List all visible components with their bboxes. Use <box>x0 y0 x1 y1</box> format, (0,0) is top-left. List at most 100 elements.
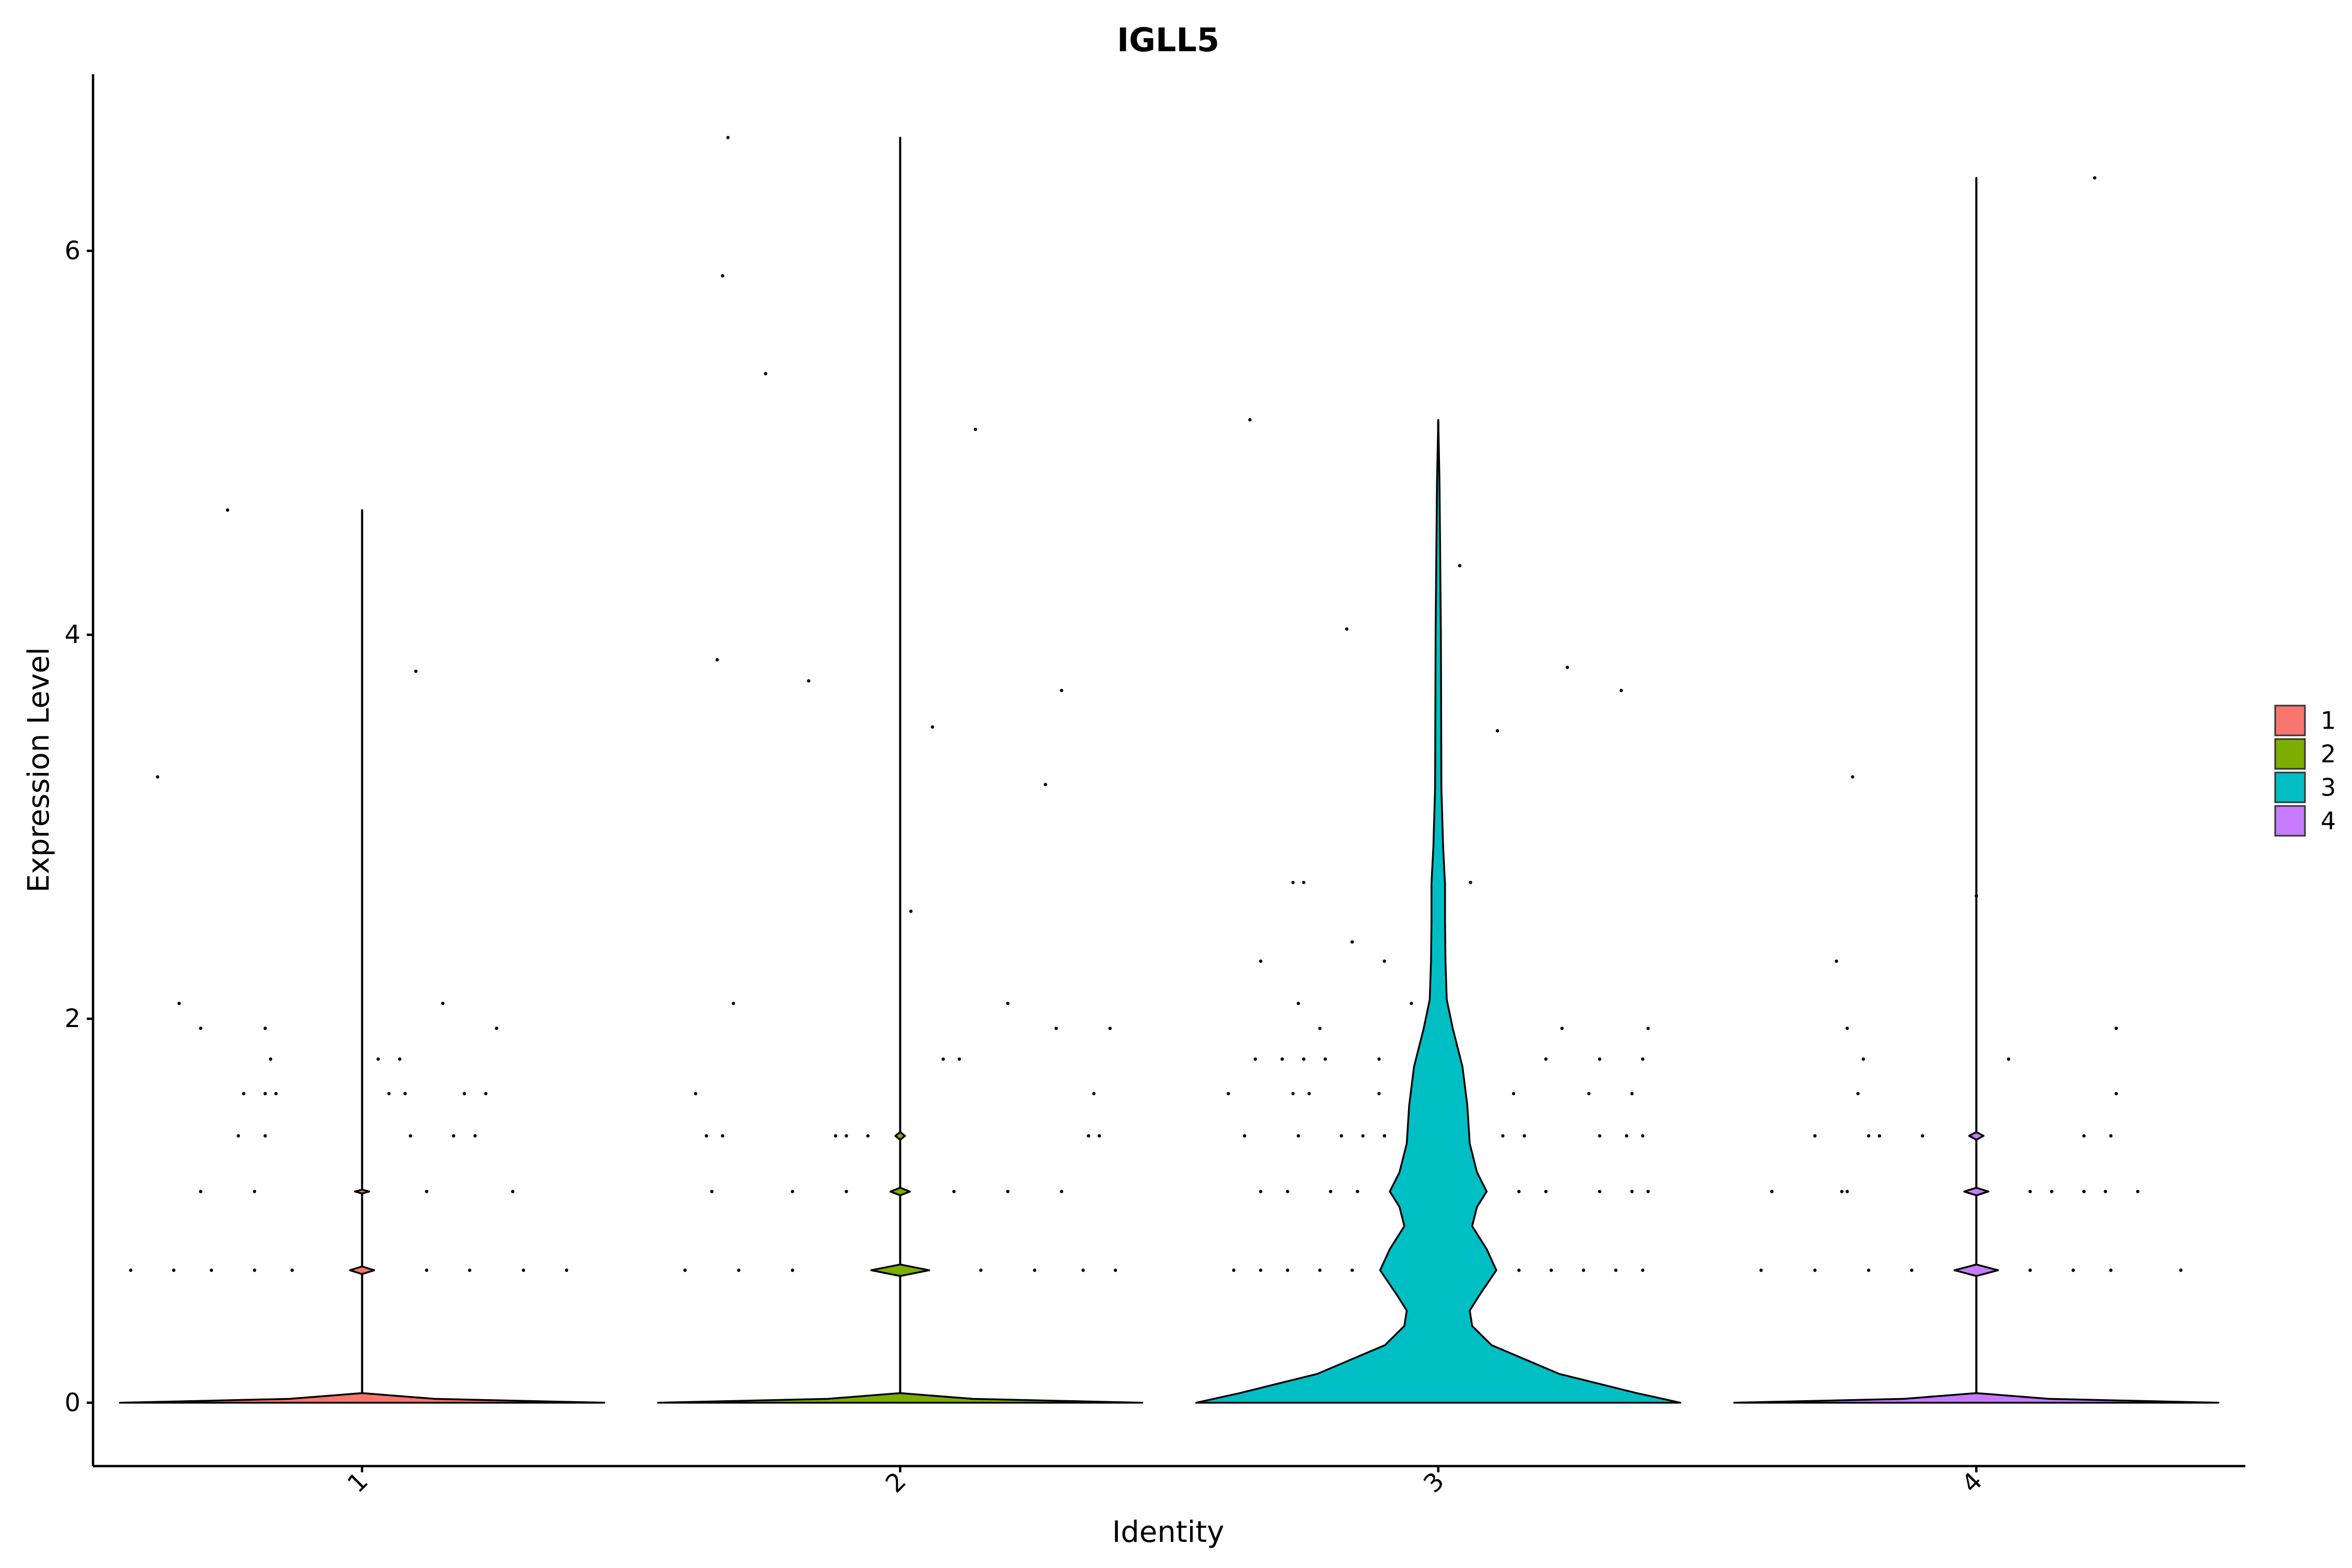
outlier-point <box>845 1190 848 1193</box>
outlier-point <box>1248 418 1252 422</box>
outlier-point <box>172 1269 176 1272</box>
outlier-point <box>252 1190 257 1193</box>
outlier-point <box>952 1190 956 1193</box>
outlier-point <box>441 1001 445 1006</box>
outlier-point <box>1517 1269 1521 1272</box>
outlier-point <box>1059 688 1064 693</box>
legend: 1 2 3 4 <box>2274 705 2336 837</box>
outlier-point <box>1501 1134 1505 1138</box>
outlier-point <box>705 1134 708 1138</box>
legend-key-3 <box>2274 771 2306 803</box>
outlier-point <box>2028 1190 2032 1193</box>
outlier-point <box>1081 1269 1085 1272</box>
outlier-point <box>274 1092 278 1096</box>
outlier-point <box>1560 1027 1564 1030</box>
outlier-point <box>1059 1190 1064 1193</box>
outlier-point <box>1851 775 1854 779</box>
outlier-point <box>1350 1269 1354 1272</box>
outlier-point <box>1517 1190 1521 1193</box>
outlier-point <box>1587 1092 1591 1096</box>
violin-3 <box>1195 419 1681 1404</box>
outlier-point <box>1044 782 1047 787</box>
outlier-points-layer <box>129 136 2183 1272</box>
outlier-point <box>1098 1134 1101 1138</box>
outlier-point <box>1087 1134 1090 1138</box>
chart-title: IGLL5 <box>1117 21 1219 59</box>
y-tick-label: 6 <box>64 236 80 266</box>
outlier-point <box>452 1134 455 1138</box>
x-tick-label: 4 <box>1956 1467 1988 1498</box>
legend-key-1 <box>2274 705 2306 736</box>
outlier-point <box>1259 1190 1263 1193</box>
outlier-point <box>716 658 719 662</box>
outlier-point <box>1361 1134 1365 1138</box>
outlier-point <box>199 1190 203 1193</box>
outlier-point <box>1630 1190 1634 1193</box>
outlier-point <box>1523 1134 1526 1138</box>
outlier-point <box>737 1269 741 1272</box>
legend-key-4 <box>2274 805 2306 837</box>
outlier-point <box>252 1269 257 1272</box>
outlier-point <box>2082 1134 2086 1138</box>
outlier-point <box>2114 1092 2118 1096</box>
outlier-point <box>2136 1190 2140 1193</box>
outlier-point <box>473 1134 477 1138</box>
outlier-point <box>1512 1092 1516 1096</box>
outlier-point <box>1770 1190 1774 1193</box>
outlier-point <box>1329 1190 1332 1193</box>
outlier-point <box>1242 1134 1247 1138</box>
outlier-point <box>1544 1190 1548 1193</box>
x-tick-label: 3 <box>1418 1467 1450 1498</box>
outlier-point <box>1630 1092 1634 1096</box>
outlier-point <box>2093 176 2096 180</box>
y-axis-ticks: 0 2 4 6 <box>64 236 93 1417</box>
violin-layer <box>119 136 2220 1404</box>
outlier-point <box>263 1027 267 1030</box>
outlier-point <box>1350 940 1354 944</box>
outlier-point <box>511 1190 515 1193</box>
outlier-point <box>1910 1269 1913 1272</box>
legend-label-3: 3 <box>2321 774 2336 802</box>
x-tick-label: 2 <box>880 1467 912 1498</box>
outlier-point <box>1598 1057 1601 1061</box>
outlier-point <box>2050 1190 2054 1193</box>
outlier-point <box>909 909 913 913</box>
outlier-point <box>1318 1027 1322 1030</box>
outlier-point <box>1382 1134 1386 1138</box>
outlier-point <box>694 1092 698 1096</box>
outlier-point <box>387 1092 391 1096</box>
outlier-point <box>683 1269 687 1272</box>
outlier-point <box>2114 1027 2118 1030</box>
outlier-point <box>494 1027 499 1030</box>
outlier-point <box>1867 1134 1871 1138</box>
outlier-point <box>1614 1269 1618 1272</box>
outlier-point <box>1323 1057 1327 1061</box>
outlier-point <box>1286 1190 1289 1193</box>
outlier-point <box>791 1190 794 1193</box>
outlier-point <box>930 725 935 729</box>
outlier-point <box>1975 894 1978 898</box>
outlier-point <box>1340 1134 1343 1138</box>
outlier-point <box>463 1092 466 1096</box>
y-tick-label: 0 <box>64 1388 80 1417</box>
outlier-point <box>1006 1001 1010 1006</box>
outlier-point <box>199 1027 203 1030</box>
outlier-point <box>845 1134 848 1138</box>
y-tick-label: 4 <box>64 620 80 650</box>
outlier-point <box>414 670 418 673</box>
outlier-point <box>1458 564 1462 568</box>
outlier-point <box>1835 959 1838 963</box>
outlier-point <box>764 372 768 376</box>
outlier-point <box>1296 1134 1300 1138</box>
outlier-point <box>290 1269 294 1272</box>
outlier-point <box>1259 1269 1263 1272</box>
outlier-point <box>958 1057 961 1061</box>
outlier-point <box>721 1134 724 1138</box>
outlier-point <box>1281 1057 1284 1061</box>
outlier-point <box>726 136 730 140</box>
outlier-point <box>484 1092 488 1096</box>
outlier-point <box>807 679 811 683</box>
outlier-point <box>1006 1190 1010 1193</box>
outlier-point <box>1867 1269 1871 1272</box>
outlier-point <box>1291 881 1295 884</box>
